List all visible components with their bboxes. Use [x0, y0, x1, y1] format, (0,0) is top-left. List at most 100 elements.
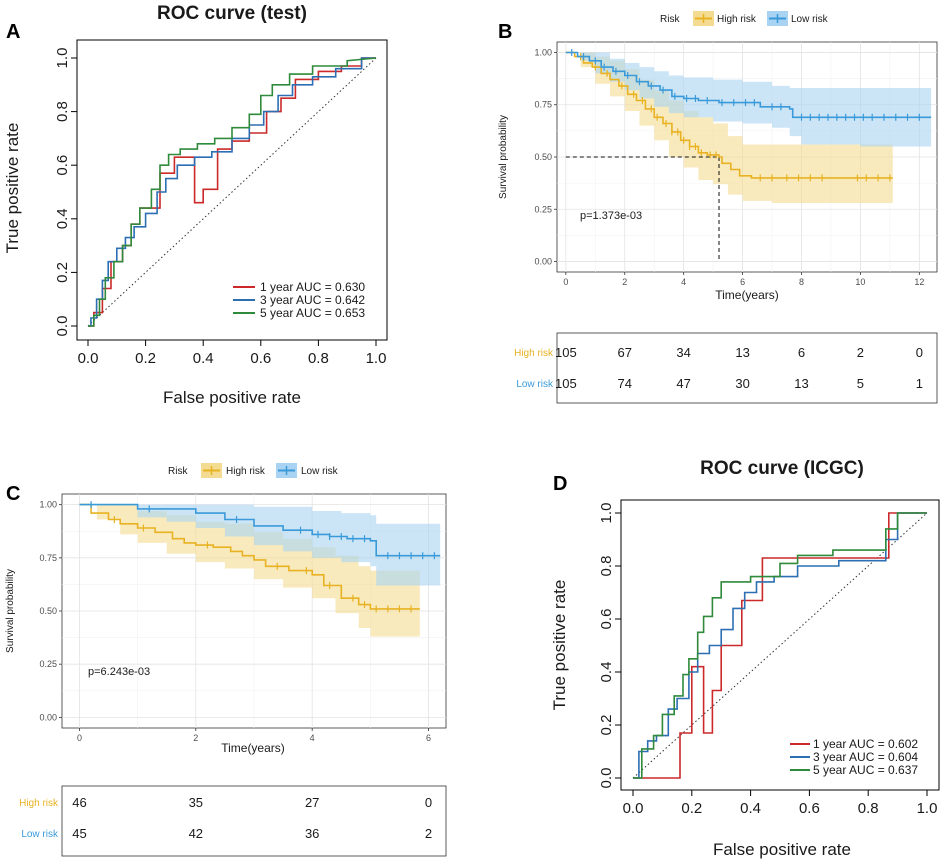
- km-c-y-ticks: 0.00 0.25 0.50 0.75 1.00: [39, 500, 62, 722]
- roc-test-xlabel: False positive rate: [163, 388, 301, 407]
- low-risk-count: 47: [676, 376, 690, 391]
- y-tick-label: 0.25: [534, 204, 552, 214]
- y-tick-label: 1.0: [54, 48, 71, 69]
- low-risk-ci-band: [79, 504, 441, 586]
- x-tick-label: 0.6: [799, 800, 820, 817]
- y-tick-label: 0.4: [598, 662, 615, 683]
- x-tick-label: 0: [77, 733, 82, 743]
- low-risk-count: 1: [916, 376, 923, 391]
- km-c-legend-title: Risk: [168, 466, 188, 477]
- x-tick-label: 4: [310, 733, 315, 743]
- km-b-xlabel: Time(years): [715, 288, 779, 302]
- roc-series-1y: [633, 512, 927, 779]
- roc-icgc-y-ticks: 0.0 0.2 0.4 0.6 0.8 1.0: [598, 503, 621, 789]
- high-risk-survival-curve: [79, 503, 420, 610]
- y-tick-label: 0.50: [39, 606, 57, 616]
- panel-a: A ROC curve (test) 0.0 0.2 0.4 0.6 0.8 1.0 0.…: [3, 3, 388, 407]
- high-risk-count: 34: [676, 345, 690, 360]
- high-risk-count: 0: [916, 345, 923, 360]
- roc-icgc-xlabel: False positive rate: [713, 840, 851, 859]
- x-tick-label: 1.0: [366, 350, 387, 367]
- roc-icgc-legend: 1 year AUC = 0.602 3 year AUC = 0.604 5 …: [790, 737, 918, 777]
- x-tick-label: 0.0: [78, 350, 99, 367]
- x-tick-label: 0.2: [135, 350, 156, 367]
- y-tick-label: 0.4: [54, 208, 71, 229]
- km-b-confidence-bands: [565, 52, 932, 206]
- roc-series-3y: [633, 512, 927, 779]
- y-tick-label: 0.50: [534, 152, 552, 162]
- panel-letter-d: D: [553, 473, 567, 495]
- roc-icgc-plot-frame: [620, 499, 940, 791]
- x-tick-label: 0: [563, 277, 568, 287]
- high-risk-ci-band: [79, 504, 420, 639]
- low-risk-count: 36: [305, 826, 319, 841]
- x-tick-label: 0.4: [193, 350, 214, 367]
- y-tick-label: 0.2: [54, 262, 71, 283]
- km-c-confidence-bands: [79, 504, 441, 639]
- y-tick-label: 1.00: [39, 500, 57, 510]
- roc-icgc-x-ticks: 0.0 0.2 0.4 0.6 0.8 1.0: [623, 790, 937, 817]
- km-c-ylabel: Survival probability: [5, 569, 16, 653]
- y-tick-label: 0.00: [39, 712, 57, 722]
- km-c-risk-label-high: High risk: [19, 798, 59, 809]
- roc-icgc-title: ROC curve (ICGC): [700, 458, 864, 479]
- y-tick-label: 0.8: [598, 556, 615, 577]
- x-tick-label: 6: [740, 277, 745, 287]
- panel-b: B Risk High risk Low risk 0.000.250.500.…: [498, 11, 938, 404]
- roc-series-5y: [633, 512, 927, 779]
- y-tick-label: 1.00: [534, 47, 552, 57]
- high-risk-count: 46: [72, 795, 86, 810]
- roc-test-x-ticks: 0.0 0.2 0.4 0.6 0.8 1.0: [78, 340, 387, 367]
- low-risk-survival-curve: [565, 51, 932, 119]
- low-risk-count: 105: [555, 376, 577, 391]
- roc-icgc-curves: [632, 512, 928, 779]
- x-tick-label: 2: [193, 733, 198, 743]
- high-risk-count: 105: [555, 345, 577, 360]
- roc-test-curves: [87, 57, 377, 327]
- x-tick-label: 0.2: [681, 800, 702, 817]
- panel-letter-a: A: [6, 21, 20, 43]
- y-tick-label: 0.2: [598, 715, 615, 736]
- roc-test-title: ROC curve (test): [157, 3, 307, 24]
- high-risk-count: 67: [618, 345, 632, 360]
- km-b-y-ticks: 0.00 0.25 0.50 0.75 1.00: [534, 47, 557, 267]
- low-risk-count: 30: [735, 376, 749, 391]
- roc-icgc-legend-1y: 1 year AUC = 0.602: [813, 737, 918, 751]
- x-tick-label: 0.8: [308, 350, 329, 367]
- km-b-risk-label-high: High risk: [514, 348, 554, 359]
- roc-icgc-ylabel: True positive rate: [550, 580, 569, 711]
- y-tick-label: 0.25: [39, 659, 57, 669]
- panel-c: C Risk High risk Low risk 0.000.250.500.…: [5, 463, 447, 857]
- km-c-x-ticks: 0 2 4 6: [77, 728, 431, 743]
- km-c-risk-label-low: Low risk: [21, 829, 59, 840]
- km-b-x-ticks: 0 2 4 6 8 10 12: [563, 272, 924, 287]
- high-risk-count: 2: [857, 345, 864, 360]
- low-risk-count: 5: [857, 376, 864, 391]
- high-risk-survival-curve: [565, 51, 893, 179]
- y-tick-label: 0.8: [54, 101, 71, 122]
- panel-letter-c: C: [6, 483, 20, 505]
- km-b-pvalue: p=1.373e-03: [580, 210, 642, 222]
- x-tick-label: 0.4: [740, 800, 761, 817]
- km-c-risk-table: 46 35 27 0 45 42 36 2: [72, 795, 432, 841]
- roc-test-legend: 1 year AUC = 0.630 3 year AUC = 0.642 5 …: [233, 280, 365, 320]
- km-b-median-line: [565, 156, 720, 262]
- reference-diagonal: [87, 57, 377, 327]
- high-risk-count: 6: [798, 345, 805, 360]
- panel-d: D ROC curve (ICGC) 0.0 0.2 0.4 0.6 0.8 1.0 0.…: [550, 458, 940, 859]
- y-tick-label: 0.75: [39, 553, 57, 563]
- roc-test-y-ticks: 0.0 0.2 0.4 0.6 0.8 1.0: [54, 48, 77, 336]
- low-risk-count: 45: [72, 826, 86, 841]
- km-c-legend-low: Low risk: [301, 466, 339, 477]
- km-b-risk-table-frame: [556, 332, 938, 404]
- km-c-pvalue: p=6.243e-03: [88, 666, 150, 678]
- x-tick-label: 2: [622, 277, 627, 287]
- km-b-ylabel: Survival probability: [498, 115, 509, 199]
- km-c-legend: Risk High risk Low risk: [168, 463, 339, 478]
- roc-icgc-legend-5y: 5 year AUC = 0.637: [813, 763, 918, 777]
- km-b-curves: [565, 48, 932, 182]
- km-b-legend-title: Risk: [660, 14, 680, 25]
- y-tick-label: 0.0: [598, 768, 615, 789]
- roc-test-legend-5y: 5 year AUC = 0.653: [260, 306, 365, 320]
